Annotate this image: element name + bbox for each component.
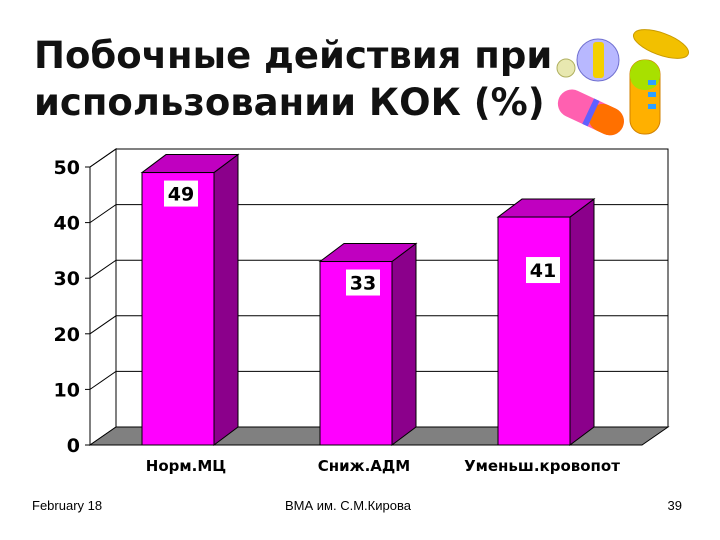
data-label: 41 [526, 257, 560, 284]
y-tick-label: 50 [54, 157, 80, 179]
pills-capsules-icon [556, 29, 690, 136]
data-label-box [346, 269, 380, 296]
footer-organization: ВМА им. С.М.Кирова [285, 498, 411, 513]
y-tick-label: 0 [67, 435, 80, 457]
y-tick-label: 30 [54, 268, 80, 290]
data-label-box [164, 180, 198, 207]
y-tick-label: 20 [54, 324, 80, 346]
slide-title-line-1: Побочные действия при [34, 34, 553, 77]
y-tick-label: 40 [54, 213, 80, 235]
bar-side [391, 242, 417, 446]
footer-page-number: 39 [667, 498, 682, 513]
data-label: 49 [164, 180, 198, 207]
data-label-text: 33 [350, 273, 376, 295]
bar-front [497, 216, 571, 446]
bar-front [141, 172, 215, 446]
y-tick-label: 10 [54, 379, 80, 401]
footer-date: February 18 [32, 498, 103, 513]
slide-title-line-2: использовании КОК (%) [34, 81, 545, 124]
x-category-label: Норм.МЦ [146, 457, 226, 475]
bar [140, 153, 240, 446]
slide-title: Побочные действия при использовании КОК … [34, 32, 564, 126]
bar [496, 198, 596, 446]
data-label: 33 [346, 269, 380, 296]
gridline [89, 370, 668, 390]
x-category-label: Уменьш.кровопот [464, 457, 620, 475]
data-label-text: 49 [168, 184, 194, 206]
gridline [89, 259, 668, 279]
bar-side [569, 198, 595, 446]
data-label-text: 41 [530, 260, 556, 282]
chart-side-wall [89, 148, 117, 446]
data-label-box [526, 257, 560, 284]
x-category-label: Сниж.АДМ [318, 457, 410, 475]
gridline [89, 148, 668, 168]
gridline [89, 315, 668, 335]
bar-side [213, 153, 239, 446]
gridline [89, 204, 668, 224]
